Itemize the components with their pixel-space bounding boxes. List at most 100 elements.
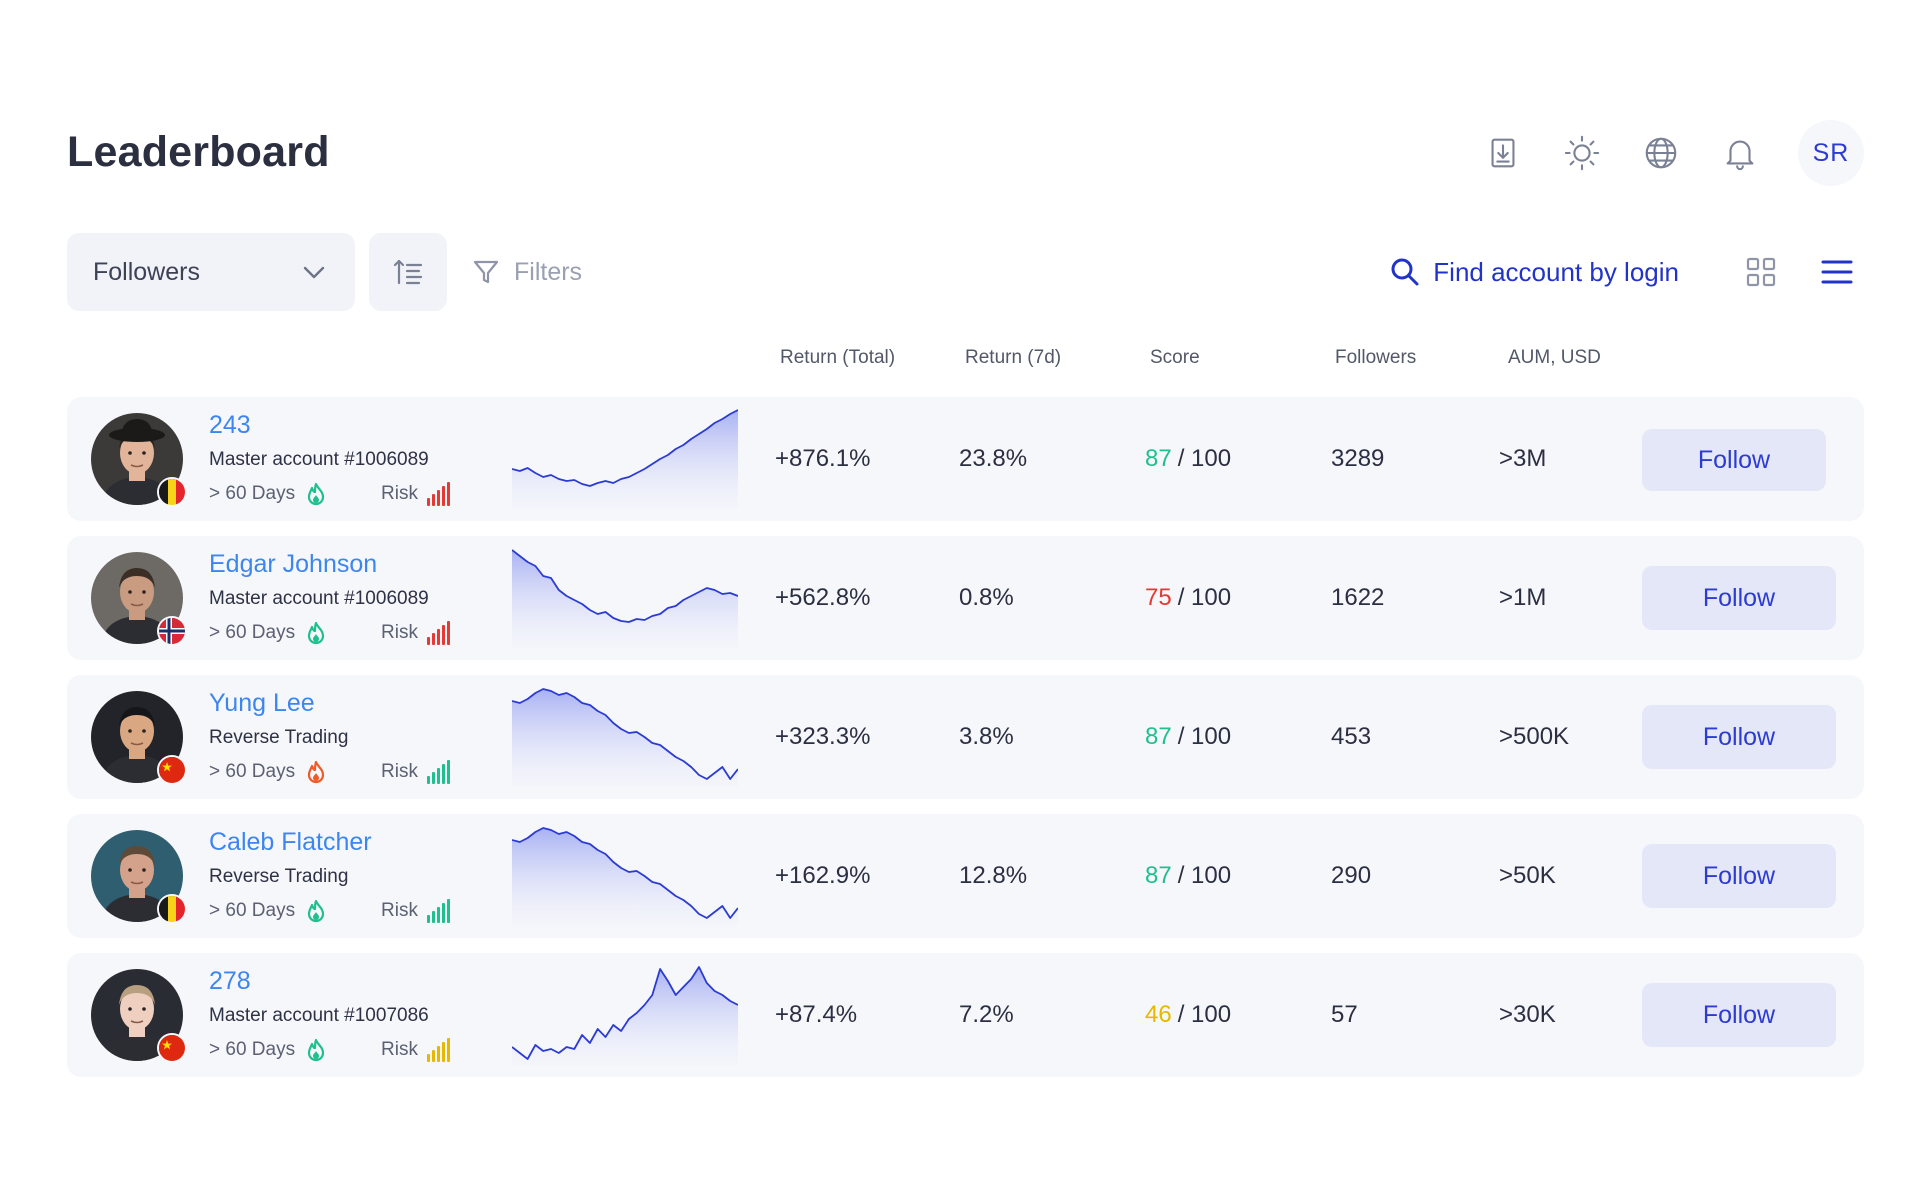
trader-account-type: Master account #1006089 xyxy=(209,449,429,470)
days-label: > 60 Days xyxy=(209,483,296,504)
sparkline-line xyxy=(511,827,739,919)
flame-icon xyxy=(295,620,329,646)
trader-days: > 60 Days xyxy=(209,1037,329,1063)
filters-label: Filters xyxy=(514,257,583,286)
trader-account-type: Reverse Trading xyxy=(209,866,349,887)
trader-days: > 60 Days xyxy=(209,481,329,507)
trader-avatar[interactable] xyxy=(91,691,187,785)
risk-indicator: Risk xyxy=(381,1037,452,1063)
aum-value: >3M xyxy=(1499,445,1547,472)
score-cell: 75/ 100 xyxy=(1145,536,1231,660)
aum-value: >30K xyxy=(1499,1001,1556,1028)
trader-account-type: Reverse Trading xyxy=(209,727,349,748)
score-max: / 100 xyxy=(1177,1001,1232,1028)
bell-icon[interactable] xyxy=(1719,132,1761,174)
user-avatar[interactable]: SR xyxy=(1798,120,1864,186)
trader-row[interactable]: Caleb Flatcher Reverse Trading > 60 Days Ri… xyxy=(67,814,1864,938)
risk-bars-icon xyxy=(418,1037,452,1063)
days-label: > 60 Days xyxy=(209,900,296,921)
score-max: / 100 xyxy=(1177,862,1232,889)
trader-row[interactable]: 278 Master account #1007086 > 60 Days Risk +… xyxy=(67,953,1864,1077)
risk-label: Risk xyxy=(381,1039,418,1060)
sparkline-line xyxy=(511,549,739,623)
followers-value: 57 xyxy=(1331,1001,1358,1028)
sort-select[interactable]: Followers xyxy=(67,233,355,311)
performance-sparkline xyxy=(511,409,739,509)
score-max: / 100 xyxy=(1177,445,1232,472)
filter-icon xyxy=(473,260,499,284)
trader-avatar[interactable] xyxy=(91,413,187,507)
score-cell: 87/ 100 xyxy=(1145,814,1231,938)
risk-label: Risk xyxy=(381,483,418,504)
trader-avatar[interactable] xyxy=(91,552,187,646)
trader-account-type: Master account #1006089 xyxy=(209,588,429,609)
sparkline-area xyxy=(512,550,738,648)
days-label: > 60 Days xyxy=(209,761,296,782)
follow-button[interactable]: Follow xyxy=(1642,705,1836,769)
score-value: 87 xyxy=(1145,445,1172,472)
trader-days: > 60 Days xyxy=(209,620,329,646)
performance-sparkline xyxy=(511,687,739,787)
return-total-value: +87.4% xyxy=(775,1001,858,1028)
risk-indicator: Risk xyxy=(381,759,452,785)
filters-button[interactable]: Filters xyxy=(472,233,582,311)
risk-label: Risk xyxy=(381,622,418,643)
followers-value: 453 xyxy=(1331,723,1372,750)
sort-ascending-icon xyxy=(393,259,423,285)
performance-sparkline xyxy=(511,548,739,648)
sparkline-line xyxy=(511,966,739,1060)
belgium-flag-icon xyxy=(157,477,187,507)
trader-name-link[interactable]: Edgar Johnson xyxy=(209,550,378,578)
risk-indicator: Risk xyxy=(381,898,452,924)
return-total-value: +162.9% xyxy=(775,862,871,889)
score-value: 87 xyxy=(1145,862,1172,889)
score-max: / 100 xyxy=(1177,723,1232,750)
trader-days: > 60 Days xyxy=(209,759,329,785)
toolbar: Followers Filters Find account by login xyxy=(67,233,1864,311)
trader-row[interactable]: Edgar Johnson Master account #1006089 > 60… xyxy=(67,536,1864,660)
header-followers[interactable]: Followers xyxy=(1335,347,1417,368)
return-total-value: +323.3% xyxy=(775,723,871,750)
sort-direction-button[interactable] xyxy=(369,233,447,311)
list-view-icon[interactable] xyxy=(1818,253,1856,291)
score-cell: 87/ 100 xyxy=(1145,675,1231,799)
score-cell: 46/ 100 xyxy=(1145,953,1231,1077)
header-aum[interactable]: AUM, USD xyxy=(1508,347,1601,368)
grid-view-icon[interactable] xyxy=(1742,253,1780,291)
follow-button[interactable]: Follow xyxy=(1642,429,1826,491)
followers-value: 290 xyxy=(1331,862,1372,889)
trader-row[interactable]: 243 Master account #1006089 > 60 Days Risk +… xyxy=(67,397,1864,521)
return-7d-value: 0.8% xyxy=(959,584,1014,611)
belgium-flag-icon xyxy=(157,894,187,924)
header-return-7d[interactable]: Return (7d) xyxy=(965,347,1062,368)
flame-icon xyxy=(295,759,329,785)
score-value: 46 xyxy=(1145,1001,1172,1028)
trader-avatar[interactable] xyxy=(91,830,187,924)
trader-avatar[interactable] xyxy=(91,969,187,1063)
globe-icon[interactable] xyxy=(1640,132,1682,174)
flame-icon xyxy=(295,898,329,924)
trader-name-link[interactable]: 278 xyxy=(209,967,251,995)
follow-button[interactable]: Follow xyxy=(1642,983,1836,1047)
trader-name-link[interactable]: Yung Lee xyxy=(209,689,315,717)
china-flag-icon xyxy=(157,755,187,785)
trader-row[interactable]: Yung Lee Reverse Trading > 60 Days Risk +323… xyxy=(67,675,1864,799)
return-total-value: +876.1% xyxy=(775,445,871,472)
trader-name-link[interactable]: 243 xyxy=(209,411,251,439)
follow-button[interactable]: Follow xyxy=(1642,844,1836,908)
score-value: 75 xyxy=(1145,584,1172,611)
sparkline-area xyxy=(512,967,738,1065)
sparkline-area xyxy=(512,689,738,787)
download-icon[interactable] xyxy=(1482,132,1524,174)
sparkline-line xyxy=(511,409,739,487)
score-cell: 87/ 100 xyxy=(1145,397,1231,521)
header-return-total[interactable]: Return (Total) xyxy=(780,347,896,368)
follow-button[interactable]: Follow xyxy=(1642,566,1836,630)
trader-name-link[interactable]: Caleb Flatcher xyxy=(209,828,372,856)
aum-value: >500K xyxy=(1499,723,1570,750)
find-account-link[interactable]: Find account by login xyxy=(1389,233,1679,311)
header-score[interactable]: Score xyxy=(1150,347,1200,368)
sun-icon[interactable] xyxy=(1561,132,1603,174)
chevron-down-icon xyxy=(303,266,325,279)
norway-flag-icon xyxy=(157,616,187,646)
